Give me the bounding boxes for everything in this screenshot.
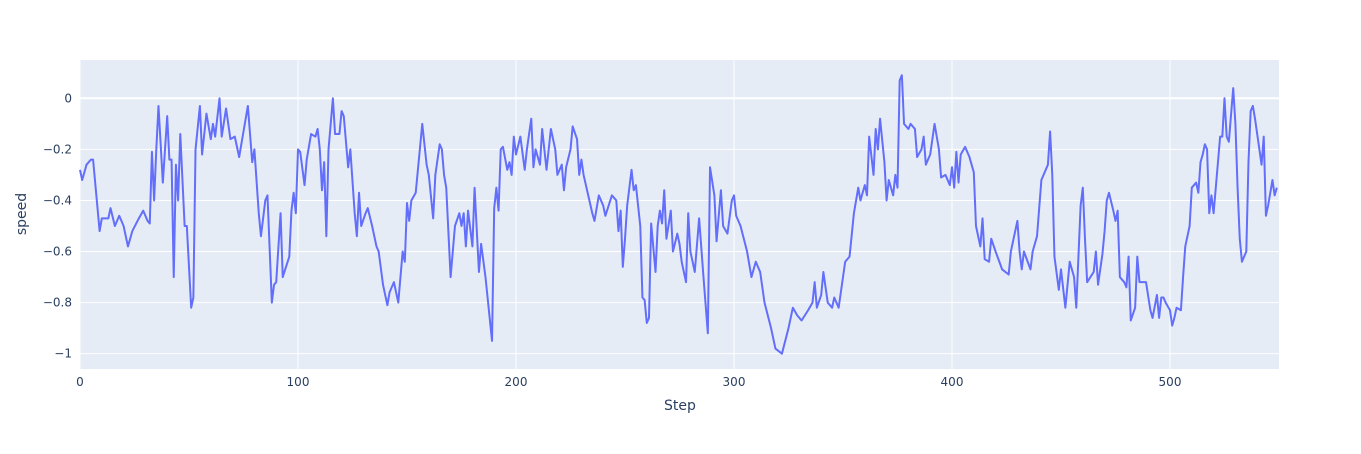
marks (79, 74, 1278, 355)
x-tick-label: 200 (505, 375, 528, 389)
x-tick-label: 500 (1159, 375, 1182, 389)
x-tick-label: 0 (76, 375, 84, 389)
x-tick-label: 300 (723, 375, 746, 389)
y-tick-label: −0.4 (43, 193, 72, 207)
y-axis-title: speed (14, 193, 30, 235)
y-tick-label: 0 (64, 91, 72, 105)
data-line (79, 74, 1278, 355)
x-tick-label: 400 (941, 375, 964, 389)
y-tick-label: −0.6 (43, 245, 72, 259)
grid (79, 60, 1279, 369)
y-tick-label: −0.2 (43, 142, 72, 156)
x-axis-title: Step (664, 398, 696, 414)
y-tick-label: −0.8 (43, 296, 72, 310)
y-tick-label: −1 (54, 347, 72, 361)
x-tick-label: 100 (287, 375, 310, 389)
